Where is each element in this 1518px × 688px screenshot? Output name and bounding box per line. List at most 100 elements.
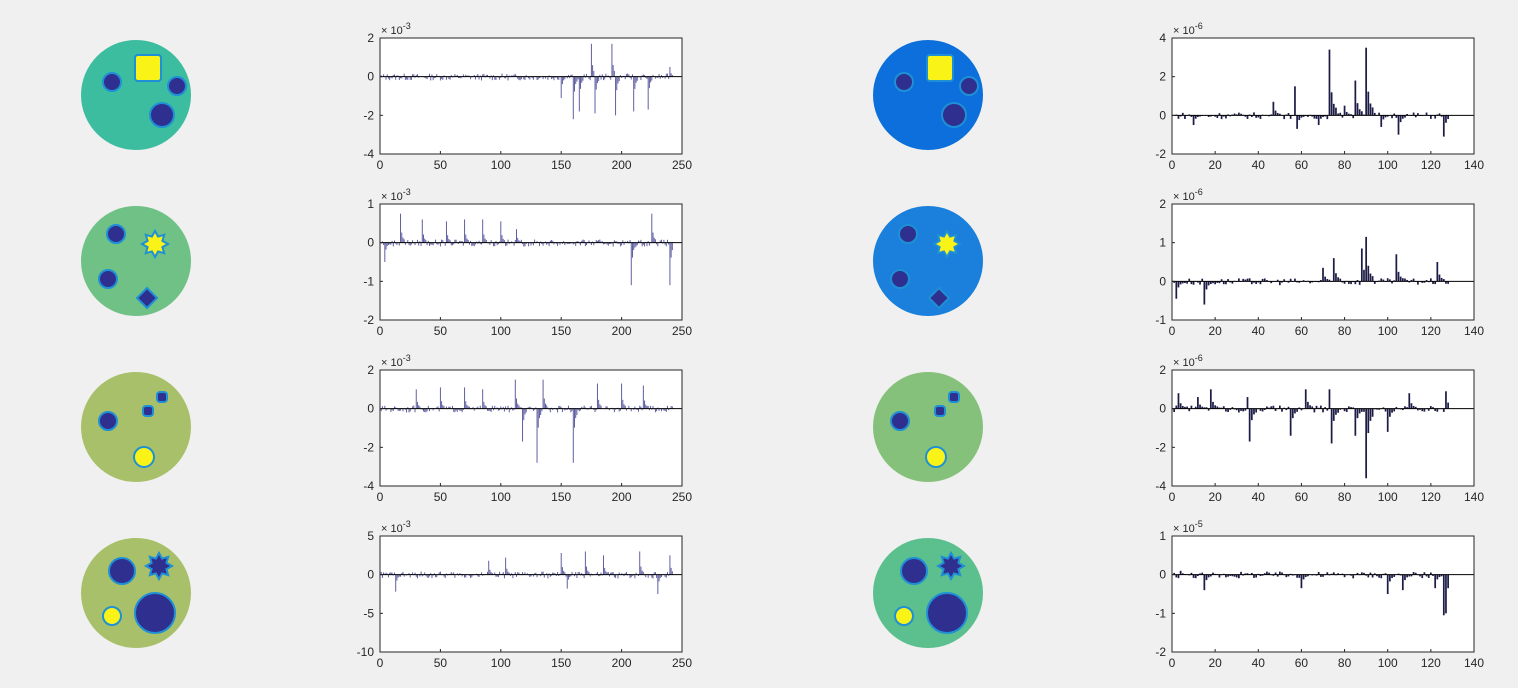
bar bbox=[1330, 92, 1333, 116]
bar bbox=[506, 242, 508, 246]
bar bbox=[590, 405, 592, 409]
bar bbox=[1384, 115, 1387, 118]
bar bbox=[484, 238, 486, 243]
bar bbox=[1231, 281, 1234, 284]
bar bbox=[1328, 279, 1331, 282]
bar bbox=[426, 408, 428, 412]
bar bbox=[574, 76, 575, 92]
bar bbox=[1369, 103, 1372, 116]
bar bbox=[1266, 406, 1268, 409]
bar bbox=[1378, 574, 1380, 578]
bar bbox=[412, 240, 414, 243]
bar bbox=[496, 574, 498, 577]
bar bbox=[516, 229, 517, 243]
bar bbox=[404, 76, 406, 80]
bar bbox=[391, 408, 393, 411]
bar bbox=[1356, 572, 1359, 575]
bar bbox=[1244, 279, 1247, 282]
bar bbox=[1337, 408, 1339, 413]
bar bbox=[575, 242, 577, 246]
bar bbox=[402, 237, 404, 243]
bar bbox=[380, 571, 382, 575]
bar bbox=[1248, 408, 1251, 442]
bar bbox=[652, 574, 654, 579]
bar bbox=[605, 406, 607, 409]
bar bbox=[559, 242, 561, 245]
bar bbox=[1199, 404, 1201, 409]
bar bbox=[442, 240, 444, 243]
bar bbox=[584, 407, 586, 409]
bar bbox=[1253, 281, 1255, 283]
y-tick-label: -1 bbox=[1155, 606, 1166, 620]
bar bbox=[518, 76, 520, 80]
bar bbox=[1447, 115, 1449, 120]
bar bbox=[464, 574, 466, 578]
inclusion-circle bbox=[959, 76, 979, 96]
bar bbox=[609, 408, 611, 411]
bar bbox=[494, 572, 496, 575]
bar bbox=[408, 573, 410, 575]
bar bbox=[1445, 115, 1447, 123]
x-tick-label: 0 bbox=[377, 656, 384, 670]
bar bbox=[450, 572, 452, 575]
bar bbox=[584, 551, 586, 575]
bar bbox=[386, 74, 388, 77]
bar bbox=[1246, 397, 1249, 409]
bar bbox=[512, 408, 514, 411]
bar bbox=[395, 407, 397, 409]
bar bbox=[586, 73, 588, 77]
bar bbox=[1337, 277, 1339, 282]
bar bbox=[555, 574, 557, 576]
bar bbox=[1309, 281, 1311, 284]
bar bbox=[495, 240, 497, 243]
bar bbox=[635, 242, 637, 247]
inclusion-square bbox=[134, 54, 162, 82]
bar bbox=[380, 408, 382, 412]
bar bbox=[564, 572, 566, 575]
bar bbox=[450, 242, 452, 246]
bar bbox=[622, 399, 624, 409]
bar bbox=[657, 574, 659, 594]
bar bbox=[634, 406, 636, 409]
inclusion-square bbox=[926, 54, 954, 82]
bar bbox=[478, 76, 480, 80]
bar bbox=[669, 242, 671, 286]
bar bbox=[1281, 281, 1283, 283]
bar bbox=[1227, 574, 1229, 577]
bar bbox=[1307, 115, 1309, 117]
bar bbox=[506, 74, 508, 77]
bar bbox=[1186, 406, 1188, 409]
bar bbox=[519, 241, 521, 243]
bar bbox=[1404, 574, 1406, 581]
bar bbox=[456, 74, 458, 77]
bar bbox=[453, 408, 455, 412]
bar bbox=[594, 408, 596, 413]
bar bbox=[453, 242, 455, 245]
bar bbox=[483, 234, 485, 243]
bar bbox=[1337, 573, 1339, 575]
bar bbox=[412, 406, 414, 409]
x-tick-label: 100 bbox=[491, 324, 511, 338]
bar bbox=[552, 572, 554, 575]
x-tick-label: 80 bbox=[1338, 656, 1352, 670]
bar bbox=[587, 570, 589, 575]
bar bbox=[548, 242, 550, 247]
bar bbox=[623, 242, 625, 245]
bar bbox=[563, 570, 565, 575]
bar bbox=[598, 399, 600, 409]
bar bbox=[1190, 115, 1193, 117]
bar bbox=[1406, 407, 1408, 409]
bar bbox=[535, 407, 537, 409]
inclusion-circle bbox=[894, 606, 914, 626]
bar bbox=[509, 574, 511, 576]
bar bbox=[477, 406, 479, 409]
bar bbox=[616, 76, 618, 91]
inclusion-square bbox=[142, 405, 154, 417]
bar bbox=[648, 76, 650, 89]
axes-box bbox=[379, 37, 683, 155]
bar bbox=[454, 408, 456, 413]
bar bbox=[1278, 281, 1281, 286]
bar bbox=[1438, 274, 1441, 282]
disk-background bbox=[81, 206, 191, 316]
